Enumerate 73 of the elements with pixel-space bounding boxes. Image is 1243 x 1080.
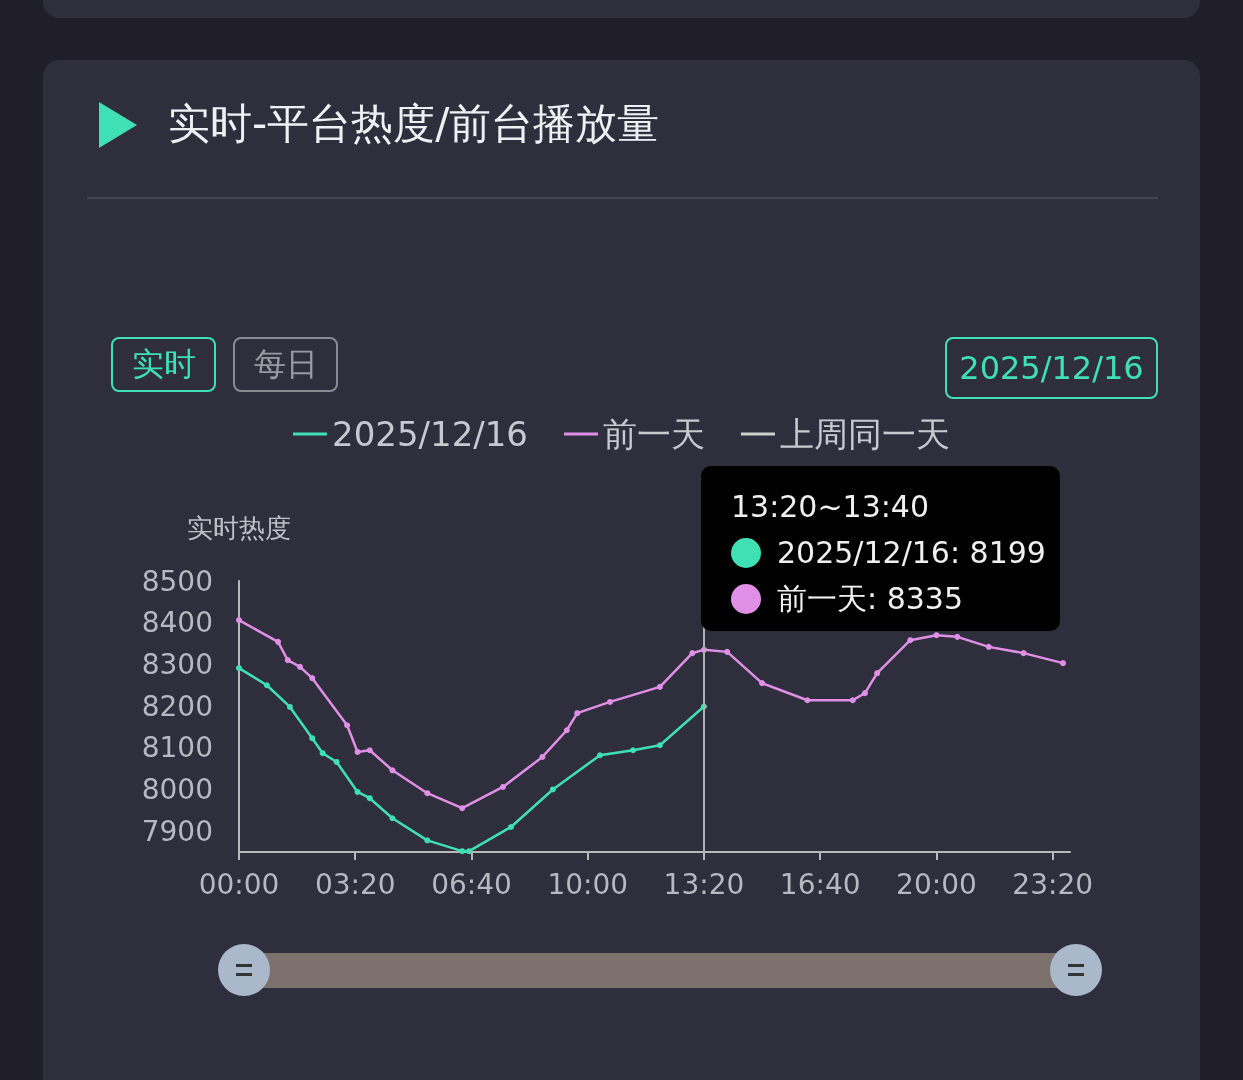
x-tick-label: 06:40: [431, 867, 512, 901]
point: [985, 643, 992, 650]
point: [630, 747, 637, 754]
point: [954, 633, 961, 640]
point: [1060, 660, 1067, 667]
point: [874, 670, 881, 677]
x-tick-label: 03:20: [314, 867, 396, 901]
x-tick-label: 13:20: [663, 867, 745, 901]
point: [759, 680, 766, 687]
point: [236, 617, 242, 624]
point: [459, 805, 466, 812]
point: [333, 758, 340, 765]
point: [354, 788, 361, 795]
y-tick-label: 8000: [141, 772, 213, 806]
text: 实时: [111, 337, 216, 392]
point: [424, 837, 431, 844]
point: [689, 650, 696, 657]
x-tick-label: 16:40: [779, 867, 861, 901]
point: [309, 735, 316, 742]
point: [539, 753, 546, 760]
point: [596, 752, 603, 759]
point: [656, 683, 663, 690]
chart-title: 实时-平台热度/前台播放量: [168, 98, 660, 150]
y-tick-label: 8400: [141, 606, 213, 640]
legend-label: 2025/12/16: [332, 414, 528, 454]
point: [656, 742, 663, 749]
point: [424, 790, 431, 797]
legend-label: 前一天: [602, 414, 705, 454]
point: [563, 727, 570, 734]
point: [297, 663, 304, 670]
point: [354, 748, 361, 755]
point: [366, 795, 373, 802]
y-tick-label: 7900: [141, 814, 213, 848]
text: 每日: [233, 337, 338, 392]
point: [389, 767, 396, 774]
text: 2025/12/16: 8199: [777, 534, 1046, 572]
x-tick-label: 00:00: [198, 867, 280, 901]
x-tick-label: 10:00: [547, 867, 629, 901]
text: 13:20~13:40: [731, 488, 930, 526]
point: [574, 710, 581, 717]
point: [849, 697, 856, 704]
annotation: 前一天: 8335: [777, 580, 963, 618]
y-tick-label: 8100: [141, 731, 213, 765]
point: [389, 815, 396, 822]
x-tick-label: 23:20: [1012, 867, 1094, 901]
point: [907, 637, 914, 644]
point: [508, 823, 514, 830]
y-tick-label: 8200: [141, 689, 213, 723]
point: [366, 747, 373, 754]
point: [284, 657, 291, 664]
point: [309, 675, 316, 682]
point: [319, 750, 326, 757]
text: 2025/12/16: [945, 337, 1158, 399]
y-axis-title: 实时热度: [187, 513, 291, 543]
point: [804, 697, 811, 704]
y-tick-label: 8500: [141, 564, 213, 598]
point: [275, 638, 282, 645]
legend-label: 上周同一天: [779, 414, 950, 454]
point: [549, 786, 556, 793]
point: [286, 703, 293, 710]
point: [1020, 650, 1027, 657]
point: [861, 690, 868, 697]
point: [607, 698, 614, 705]
point: [459, 848, 466, 855]
point: [466, 848, 473, 855]
point: [724, 648, 731, 655]
point: [263, 682, 270, 689]
point: [499, 783, 506, 790]
point: [344, 722, 351, 729]
x-tick-label: 20:00: [896, 867, 977, 901]
point: [236, 665, 242, 672]
y-tick-label: 8300: [141, 647, 213, 681]
point: [933, 632, 940, 639]
